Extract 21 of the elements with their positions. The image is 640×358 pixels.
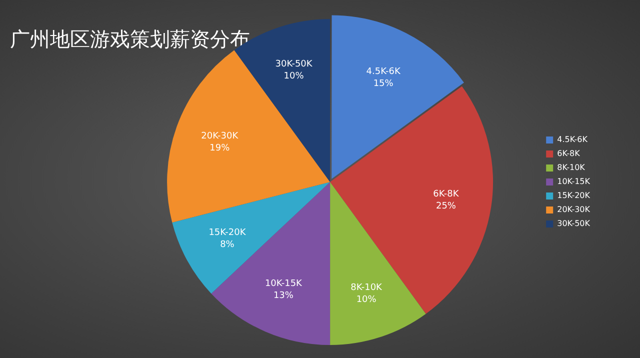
slice-label: 8K-10K [350, 282, 384, 293]
legend-label: 30K-50K [557, 219, 591, 228]
legend-label: 20K-30K [557, 205, 591, 214]
slice-label: 10K-15K [264, 279, 304, 290]
slice-label: 4.5K-6K [366, 66, 402, 77]
slice-label: 6K-8K [433, 190, 460, 200]
data-label: 8% [220, 240, 235, 250]
data-label: 19% [210, 144, 230, 154]
slice-label: 20K-30K [201, 132, 240, 142]
data-label: 10% [284, 72, 304, 82]
data-label: 10% [356, 294, 377, 305]
legend-label: 4.5K-6K [557, 135, 588, 144]
data-label: 13% [273, 291, 294, 302]
legend-label: 15K-20K [557, 191, 591, 200]
data-label: 25% [436, 202, 456, 212]
legend-label: 10K-15K [557, 177, 591, 186]
slice-label: 30K-50K [275, 60, 314, 70]
legend-label: 8K-10K [557, 163, 586, 172]
slice-label: 15K-20K [208, 228, 247, 238]
legend-label: 6K-8K [557, 149, 581, 158]
data-label: 15% [373, 78, 394, 89]
